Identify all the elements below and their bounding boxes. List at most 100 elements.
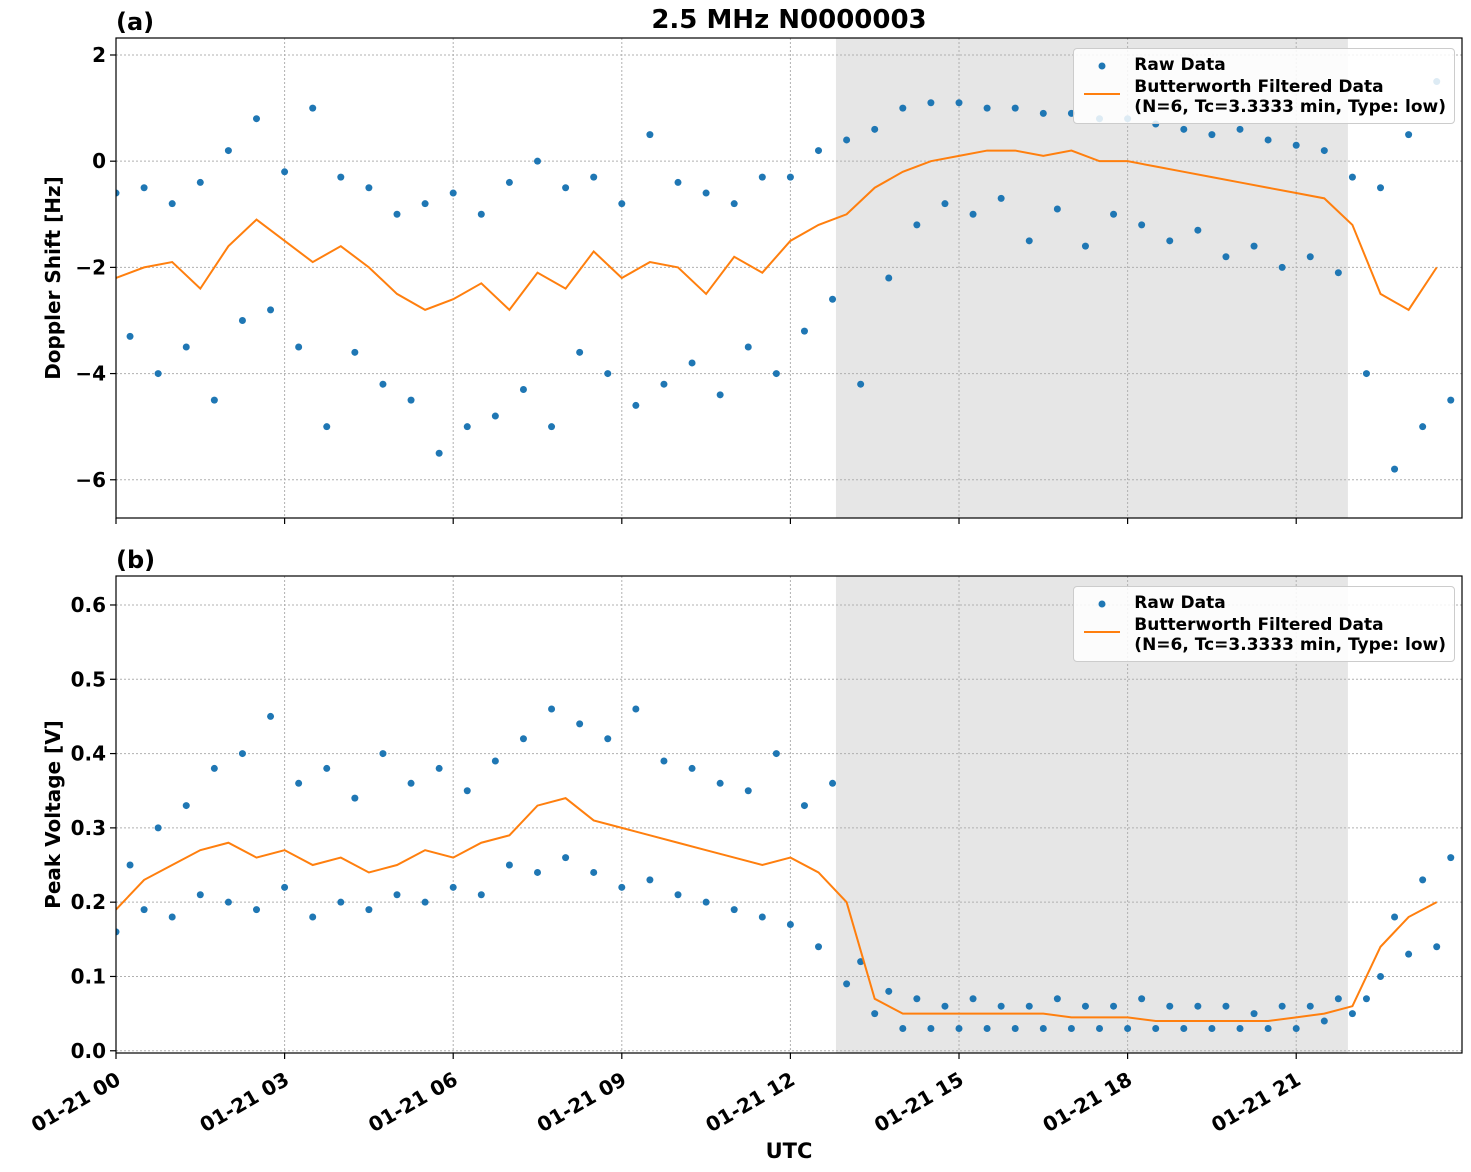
- raw-point: [1405, 950, 1413, 958]
- raw-point: [238, 316, 246, 324]
- raw-point: [660, 757, 668, 765]
- raw-point: [463, 787, 471, 795]
- raw-point: [786, 920, 794, 928]
- raw-point: [674, 891, 682, 899]
- raw-point: [786, 173, 794, 181]
- raw-point: [182, 343, 190, 351]
- raw-point: [295, 779, 303, 787]
- raw-point: [604, 735, 612, 743]
- raw-point: [1278, 1002, 1286, 1010]
- raw-point: [913, 995, 921, 1003]
- raw-point: [1377, 184, 1385, 192]
- raw-point: [871, 1010, 879, 1018]
- raw-point: [323, 423, 331, 431]
- raw-point: [604, 370, 612, 378]
- raw-point: [1391, 913, 1399, 921]
- raw-point: [379, 380, 387, 388]
- raw-point: [491, 412, 499, 420]
- raw-point: [393, 210, 401, 218]
- raw-point: [463, 423, 471, 431]
- raw-point: [253, 115, 261, 123]
- y-axis-label: Doppler Shift [Hz]: [41, 176, 65, 380]
- plot-data: [116, 705, 1455, 1032]
- raw-point: [815, 943, 823, 951]
- raw-point: [1433, 943, 1441, 951]
- raw-point: [772, 370, 780, 378]
- raw-point: [857, 380, 865, 388]
- raw-point: [688, 359, 696, 367]
- raw-point: [1166, 237, 1174, 245]
- raw-point: [548, 705, 556, 713]
- y-tick-label: 0.6: [71, 593, 106, 617]
- x-tick-label: 01-21 06: [364, 1067, 462, 1137]
- legend-key: [1084, 631, 1121, 633]
- raw-point: [927, 1024, 935, 1032]
- raw-point: [730, 906, 738, 914]
- raw-point: [168, 913, 176, 921]
- x-tick-label: 01-21 09: [533, 1067, 631, 1137]
- y-tick-label: 0: [92, 149, 106, 173]
- raw-point: [449, 883, 457, 891]
- y-tick-label: −6: [75, 468, 106, 492]
- raw-point: [407, 779, 415, 787]
- y-tick-label: 0.3: [71, 816, 106, 840]
- x-tick-label: 01-21 15: [870, 1067, 968, 1137]
- y-tick-label: 0.2: [71, 890, 106, 914]
- raw-point: [224, 898, 232, 906]
- raw-point: [941, 200, 949, 208]
- raw-point: [477, 210, 485, 218]
- raw-point: [1096, 1024, 1104, 1032]
- raw-point: [632, 401, 640, 409]
- y-tick-label: 0.4: [71, 742, 106, 766]
- legend-label: Raw Data: [1134, 593, 1226, 613]
- raw-point: [1166, 1002, 1174, 1010]
- raw-point: [1292, 141, 1300, 149]
- raw-point: [435, 449, 443, 457]
- raw-point: [281, 168, 289, 176]
- raw-point: [1419, 423, 1427, 431]
- x-tick-label: 01-21 21: [1207, 1067, 1305, 1137]
- raw-point: [140, 906, 148, 914]
- raw-point: [1138, 995, 1146, 1003]
- raw-point: [365, 906, 373, 914]
- raw-point: [295, 343, 303, 351]
- raw-point: [196, 891, 204, 899]
- raw-point: [927, 99, 935, 107]
- raw-point: [1081, 1002, 1089, 1010]
- x-axis-label: UTC: [766, 1139, 813, 1163]
- raw-point: [941, 1002, 949, 1010]
- raw-point: [1377, 972, 1385, 980]
- legend-key: [1098, 62, 1106, 70]
- raw-point: [618, 200, 626, 208]
- raw-point: [800, 327, 808, 335]
- raw-point: [182, 802, 190, 810]
- raw-point: [253, 906, 261, 914]
- raw-point: [1419, 876, 1427, 884]
- raw-point: [1334, 995, 1342, 1003]
- raw-point: [154, 824, 162, 832]
- legend-marker: [1098, 600, 1106, 608]
- raw-point: [351, 348, 359, 356]
- raw-point: [168, 200, 176, 208]
- raw-point: [758, 913, 766, 921]
- y-tick-label: 0.5: [71, 667, 106, 691]
- raw-point: [716, 779, 724, 787]
- raw-point: [772, 750, 780, 758]
- raw-point: [983, 104, 991, 112]
- raw-point: [210, 396, 218, 404]
- raw-point: [702, 898, 710, 906]
- legend-entry: Butterworth Filtered Data (N=6, Tc=3.333…: [1082, 77, 1446, 117]
- raw-point: [116, 928, 120, 936]
- raw-point: [899, 1024, 907, 1032]
- raw-point: [323, 764, 331, 772]
- raw-point: [519, 386, 527, 394]
- raw-point: [534, 868, 542, 876]
- raw-point: [1447, 396, 1455, 404]
- raw-point: [562, 854, 570, 862]
- raw-point: [899, 104, 907, 112]
- raw-point: [829, 295, 837, 303]
- y-tick-label: 0.1: [71, 964, 106, 988]
- raw-point: [702, 189, 710, 197]
- raw-point: [1236, 1024, 1244, 1032]
